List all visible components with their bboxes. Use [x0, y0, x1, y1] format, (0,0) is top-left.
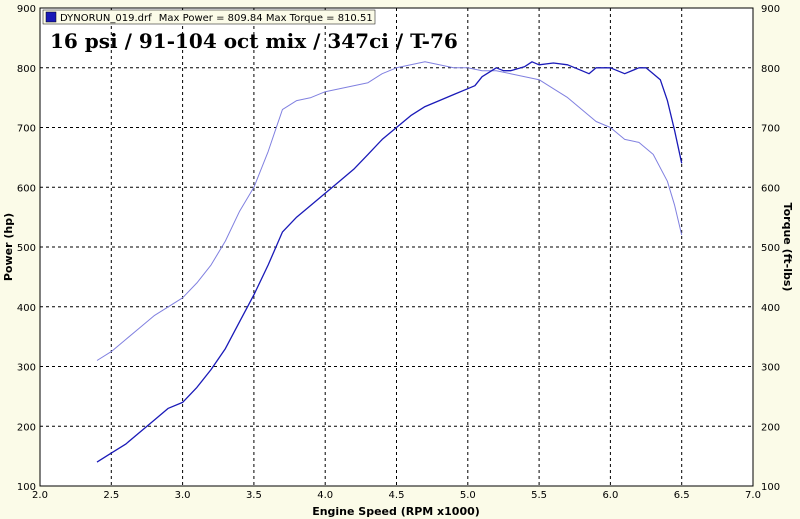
- x-tick-label: 5.5: [531, 490, 547, 501]
- y-left-tick-label: 700: [17, 124, 36, 135]
- y-left-tick-labels: 100 200 300 400 500 600 700 800 900: [17, 4, 36, 493]
- x-tick-label: 6.5: [674, 490, 690, 501]
- legend-file: DYNORUN_019.drf: [60, 13, 152, 24]
- x-tick-label: 4.0: [317, 490, 333, 501]
- power-curve: [96, 61, 683, 463]
- y-right-tick-label: 800: [761, 64, 780, 75]
- y-left-tick-label: 100: [17, 482, 36, 493]
- x-tick-label: 2.5: [103, 490, 119, 501]
- torque-curve: [96, 61, 683, 361]
- y-left-tick-label: 800: [17, 64, 36, 75]
- y-right-tick-label: 100: [761, 482, 780, 493]
- y-left-tick-label: 200: [17, 422, 36, 433]
- x-axis-title: Engine Speed (RPM x1000): [312, 505, 480, 518]
- legend-power-swatch: [45, 11, 57, 23]
- x-tick-label: 3.0: [175, 490, 191, 501]
- y-left-tick-label: 300: [17, 363, 36, 374]
- y-left-tick-label: 500: [17, 243, 36, 254]
- y-right-tick-label: 600: [761, 183, 780, 194]
- y-left-tick-label: 600: [17, 183, 36, 194]
- legend-max-power: Max Power = 809.84: [159, 13, 263, 24]
- y-right-tick-label: 200: [761, 422, 780, 433]
- legend-max-torque: Max Torque = 810.51: [266, 13, 373, 24]
- svg-text:DYNORUN_019.drf Max Powe: DYNORUN_019.drf Max Power = 809.84 Max T…: [60, 13, 373, 24]
- x-tick-label: 4.5: [389, 490, 405, 501]
- legend-box: [42, 9, 376, 25]
- y-right-tick-label: 300: [761, 363, 780, 374]
- x-tick-label: 3.5: [246, 490, 262, 501]
- legend: DYNORUN_019.drf Max Power = 809.84 Max T…: [42, 9, 376, 25]
- annotation: 16 psi / 91-104 oct mix / 347ci / T-76: [50, 29, 458, 53]
- x-tick-label: 6.0: [602, 490, 618, 501]
- y-right-tick-label: 500: [761, 243, 780, 254]
- x-tick-labels: 2.0 2.5 3.0 3.5 4.0 4.5 5.0 5.5 6.0 6.5 7.0: [32, 490, 761, 501]
- x-tick-label: 5.0: [460, 490, 476, 501]
- y-right-tick-label: 900: [761, 4, 780, 15]
- y-right-tick-label: 400: [761, 303, 780, 314]
- x-tick-label: 7.0: [745, 490, 761, 501]
- x-tick-label: 2.0: [32, 490, 48, 501]
- y-left-axis-title: Power (hp): [2, 213, 15, 281]
- series-layer: [96, 61, 683, 463]
- y-left-tick-label: 400: [17, 303, 36, 314]
- y-left-tick-label: 900: [17, 4, 36, 15]
- y-right-tick-label: 700: [761, 124, 780, 135]
- y-right-axis-title: Torque (ft-lbs): [781, 203, 794, 292]
- y-right-tick-labels: 100 200 300 400 500 600 700 800 900: [761, 4, 780, 493]
